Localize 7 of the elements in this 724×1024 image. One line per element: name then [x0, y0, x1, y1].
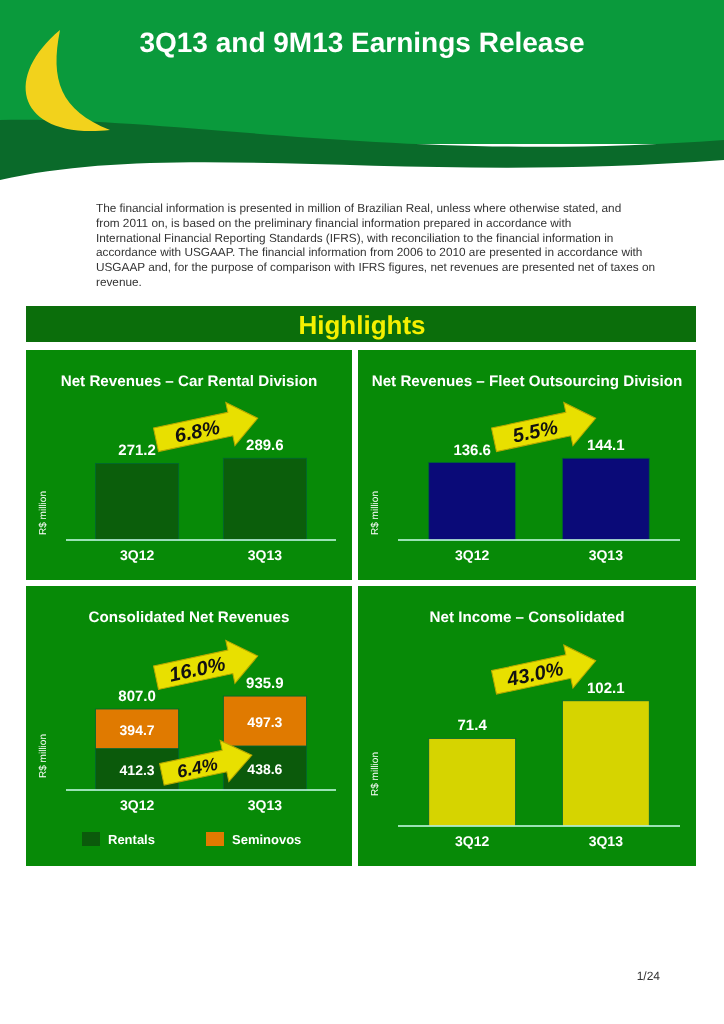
annotation: 6.4%: [175, 753, 220, 782]
text: 43.0%: [503, 658, 566, 693]
text: 5.5%: [510, 417, 561, 449]
text: 6.8%: [172, 417, 223, 449]
text: 16.0%: [167, 654, 228, 688]
text: 3Q13 and 9M13 Earnings Release: [139, 26, 585, 58]
text: Highlights: [298, 310, 426, 340]
